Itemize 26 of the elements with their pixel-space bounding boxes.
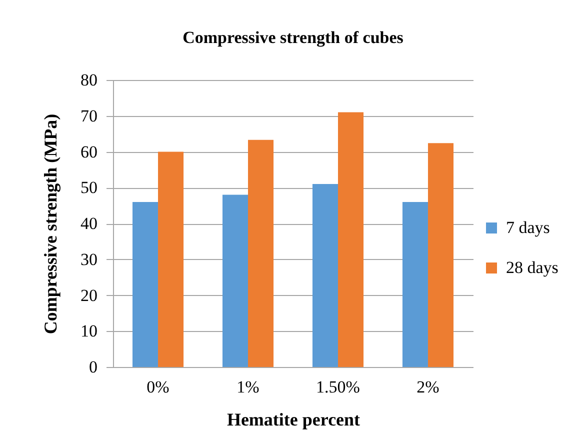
bar: [338, 112, 364, 367]
y-tick-label: 70: [80, 106, 98, 126]
bar: [402, 202, 428, 367]
x-tick-label: 0%: [146, 378, 170, 396]
y-axis-title: Compressive strength (MPa): [40, 114, 60, 334]
bar: [248, 140, 274, 367]
y-tick-label: 80: [80, 70, 98, 90]
y-tick-label: 40: [80, 214, 98, 233]
legend-label: 28 days: [506, 258, 558, 277]
chart-title: Compressive strength of cubes: [182, 28, 404, 47]
y-tick-label: 10: [80, 322, 98, 341]
bar: [132, 202, 158, 367]
bar: [222, 194, 248, 367]
x-tick-label: 1.50%: [316, 378, 360, 396]
bar: [428, 143, 454, 367]
x-tick-label: 1%: [236, 378, 260, 396]
y-tick-label: 60: [80, 142, 98, 162]
y-tick-label: 0: [89, 358, 98, 376]
y-tick-label: 50: [80, 178, 98, 198]
y-tick-label: 30: [80, 250, 98, 269]
legend-label: 7 days: [506, 218, 550, 237]
y-tick-label: 20: [80, 286, 98, 305]
x-tick-label: 2%: [416, 378, 440, 396]
bar: [158, 152, 184, 367]
bar: [312, 184, 338, 367]
x-axis-title: Hematite percent: [226, 410, 360, 430]
